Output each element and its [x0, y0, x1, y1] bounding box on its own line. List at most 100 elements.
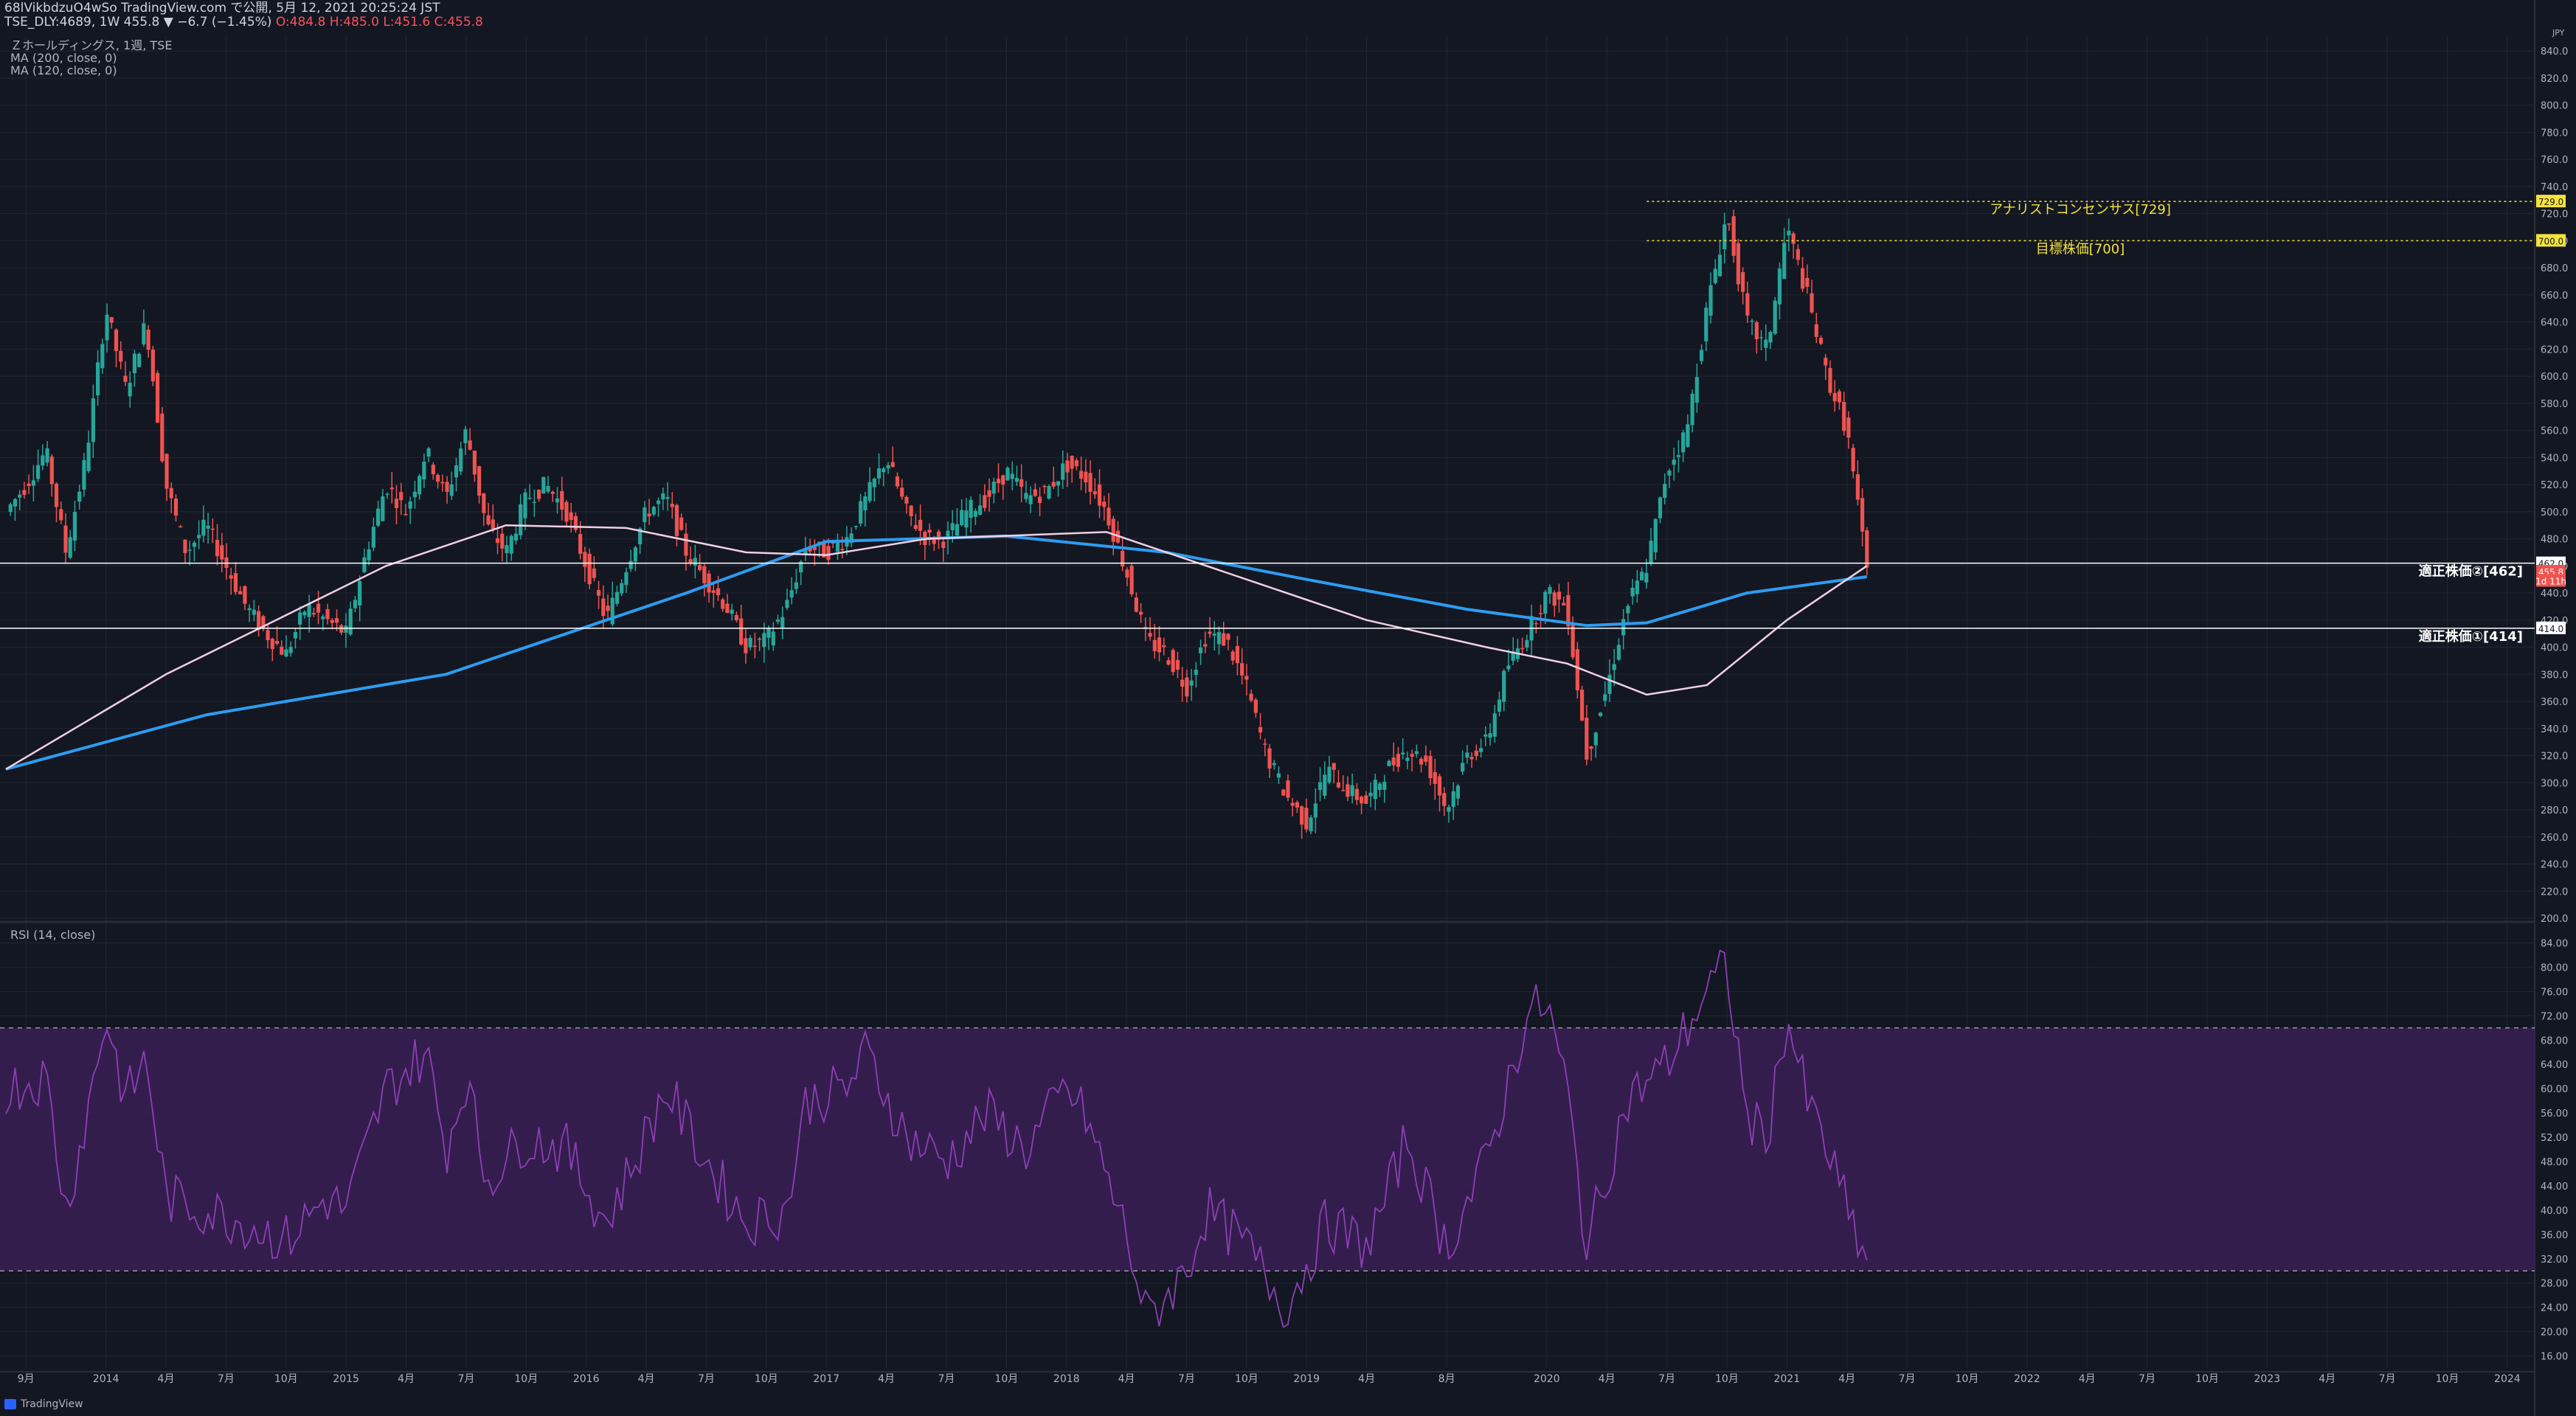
x-tick-label: 10月: [755, 1373, 778, 1385]
x-tick-label: 4月: [1358, 1373, 1375, 1385]
candle-body: [468, 440, 472, 450]
candle-body: [932, 539, 936, 544]
candle-body: [119, 350, 123, 362]
candle-body: [886, 465, 890, 469]
price-tag: [2536, 621, 2566, 634]
candle-body: [1074, 460, 1078, 467]
candle-body: [1621, 619, 1626, 636]
candle-body: [123, 375, 128, 382]
legend-rsi[interactable]: RSI (14, close): [10, 928, 96, 942]
candle-body: [1562, 603, 1566, 605]
candle-body: [1405, 757, 1410, 761]
candle-body: [13, 499, 18, 507]
ohlc-low: L:451.6: [383, 15, 431, 30]
candle-body: [904, 496, 909, 504]
candle-body: [1028, 495, 1033, 504]
candle-body: [744, 638, 748, 653]
candle-body: [1433, 771, 1437, 785]
candle-body: [1557, 591, 1562, 600]
candle-body: [1121, 550, 1125, 567]
candle-body: [334, 618, 339, 623]
ohlc-close: C:455.8: [434, 15, 483, 30]
candle-body: [1139, 611, 1143, 615]
candle-body: [1644, 572, 1649, 583]
y-tick-label: 340.0: [2541, 724, 2568, 735]
legend-symbol[interactable]: Ｚホールディングス, 1週, TSE: [10, 38, 173, 52]
candle-body: [1538, 613, 1543, 614]
candle-body: [1699, 350, 1704, 361]
x-tick-label: 10月: [514, 1373, 538, 1385]
candle-body: [1152, 639, 1157, 651]
x-tick-label: 10月: [994, 1373, 1018, 1385]
candle-body: [1649, 541, 1653, 564]
candle-body: [505, 545, 509, 554]
candle-body: [826, 546, 831, 560]
candle-body: [1267, 748, 1272, 769]
candle-body: [734, 614, 739, 620]
candle-body: [54, 483, 59, 507]
x-tick-label: 7月: [698, 1373, 715, 1385]
candle-body: [1047, 486, 1051, 499]
candle-body: [1419, 758, 1424, 765]
rsi-tick-label: 24.00: [2541, 1303, 2568, 1314]
x-tick-label: 7月: [1178, 1373, 1195, 1385]
ohlc-high: H:485.0: [329, 15, 379, 30]
candle-body: [1042, 485, 1047, 487]
candle-body: [996, 479, 1001, 484]
support-label: 適正株価②[462]: [2419, 563, 2523, 580]
candle-body: [918, 519, 923, 531]
candle-body: [854, 526, 858, 527]
candle-body: [105, 314, 109, 341]
candle-body: [353, 600, 358, 608]
candle-body: [1593, 732, 1598, 746]
price-tag: [2536, 234, 2566, 247]
y-tick-label: 320.0: [2541, 752, 2568, 763]
candle-body: [169, 487, 173, 499]
candle-body: [1428, 756, 1433, 779]
symbol-quote: TSE_DLY:4689, 1W 455.8 ▼ −6.7 (−1.45%) O…: [4, 15, 483, 30]
candle-body: [1455, 785, 1461, 799]
candle-body: [1548, 587, 1552, 594]
candle-body: [550, 491, 555, 494]
candle-body: [1208, 631, 1212, 634]
y-tick-label: 560.0: [2541, 426, 2568, 437]
candle-body: [495, 538, 500, 544]
y-tick-label: 280.0: [2541, 805, 2568, 816]
candle-body: [1240, 663, 1244, 676]
candle-body: [1447, 807, 1451, 812]
candle-body: [941, 541, 946, 548]
candle-body: [1782, 243, 1787, 280]
candle-body: [31, 480, 35, 486]
candle-body: [955, 524, 960, 536]
candle-body: [1037, 496, 1042, 503]
y-tick-label: 600.0: [2541, 372, 2568, 383]
x-tick-label: 4月: [1118, 1373, 1135, 1385]
candle-body: [1754, 322, 1759, 340]
candle-body: [1607, 675, 1612, 694]
candle-body: [509, 535, 513, 554]
candle-body: [179, 526, 183, 528]
candle-body: [399, 492, 404, 501]
candle-body: [1750, 320, 1754, 322]
candle-body: [1175, 659, 1180, 670]
legend-ma120[interactable]: MA (120, close, 0): [10, 63, 117, 77]
candle-body: [1093, 491, 1097, 495]
rsi-tick-label: 84.00: [2541, 938, 2568, 949]
candle-body: [1474, 750, 1478, 757]
candle-body: [1171, 650, 1175, 673]
candle-body: [1663, 484, 1667, 499]
candle-body: [1107, 507, 1111, 526]
candle-body: [684, 533, 688, 556]
publish-info: 68lVikbdzuO4wSo TradingView.com で公開, 5月 …: [4, 1, 440, 15]
candle-body: [298, 612, 302, 625]
legend-ma200[interactable]: MA (200, close, 0): [10, 51, 117, 65]
x-tick-label: 4月: [638, 1373, 655, 1385]
tradingview-logo[interactable]: TradingView: [4, 1398, 83, 1410]
y-tick-label: 780.0: [2541, 128, 2568, 139]
rsi-tick-label: 76.00: [2541, 987, 2568, 998]
target-label: 目標株価[700]: [2036, 241, 2125, 257]
candle-body: [1488, 733, 1492, 738]
candle-body: [1005, 468, 1010, 481]
candle-body: [77, 491, 82, 502]
